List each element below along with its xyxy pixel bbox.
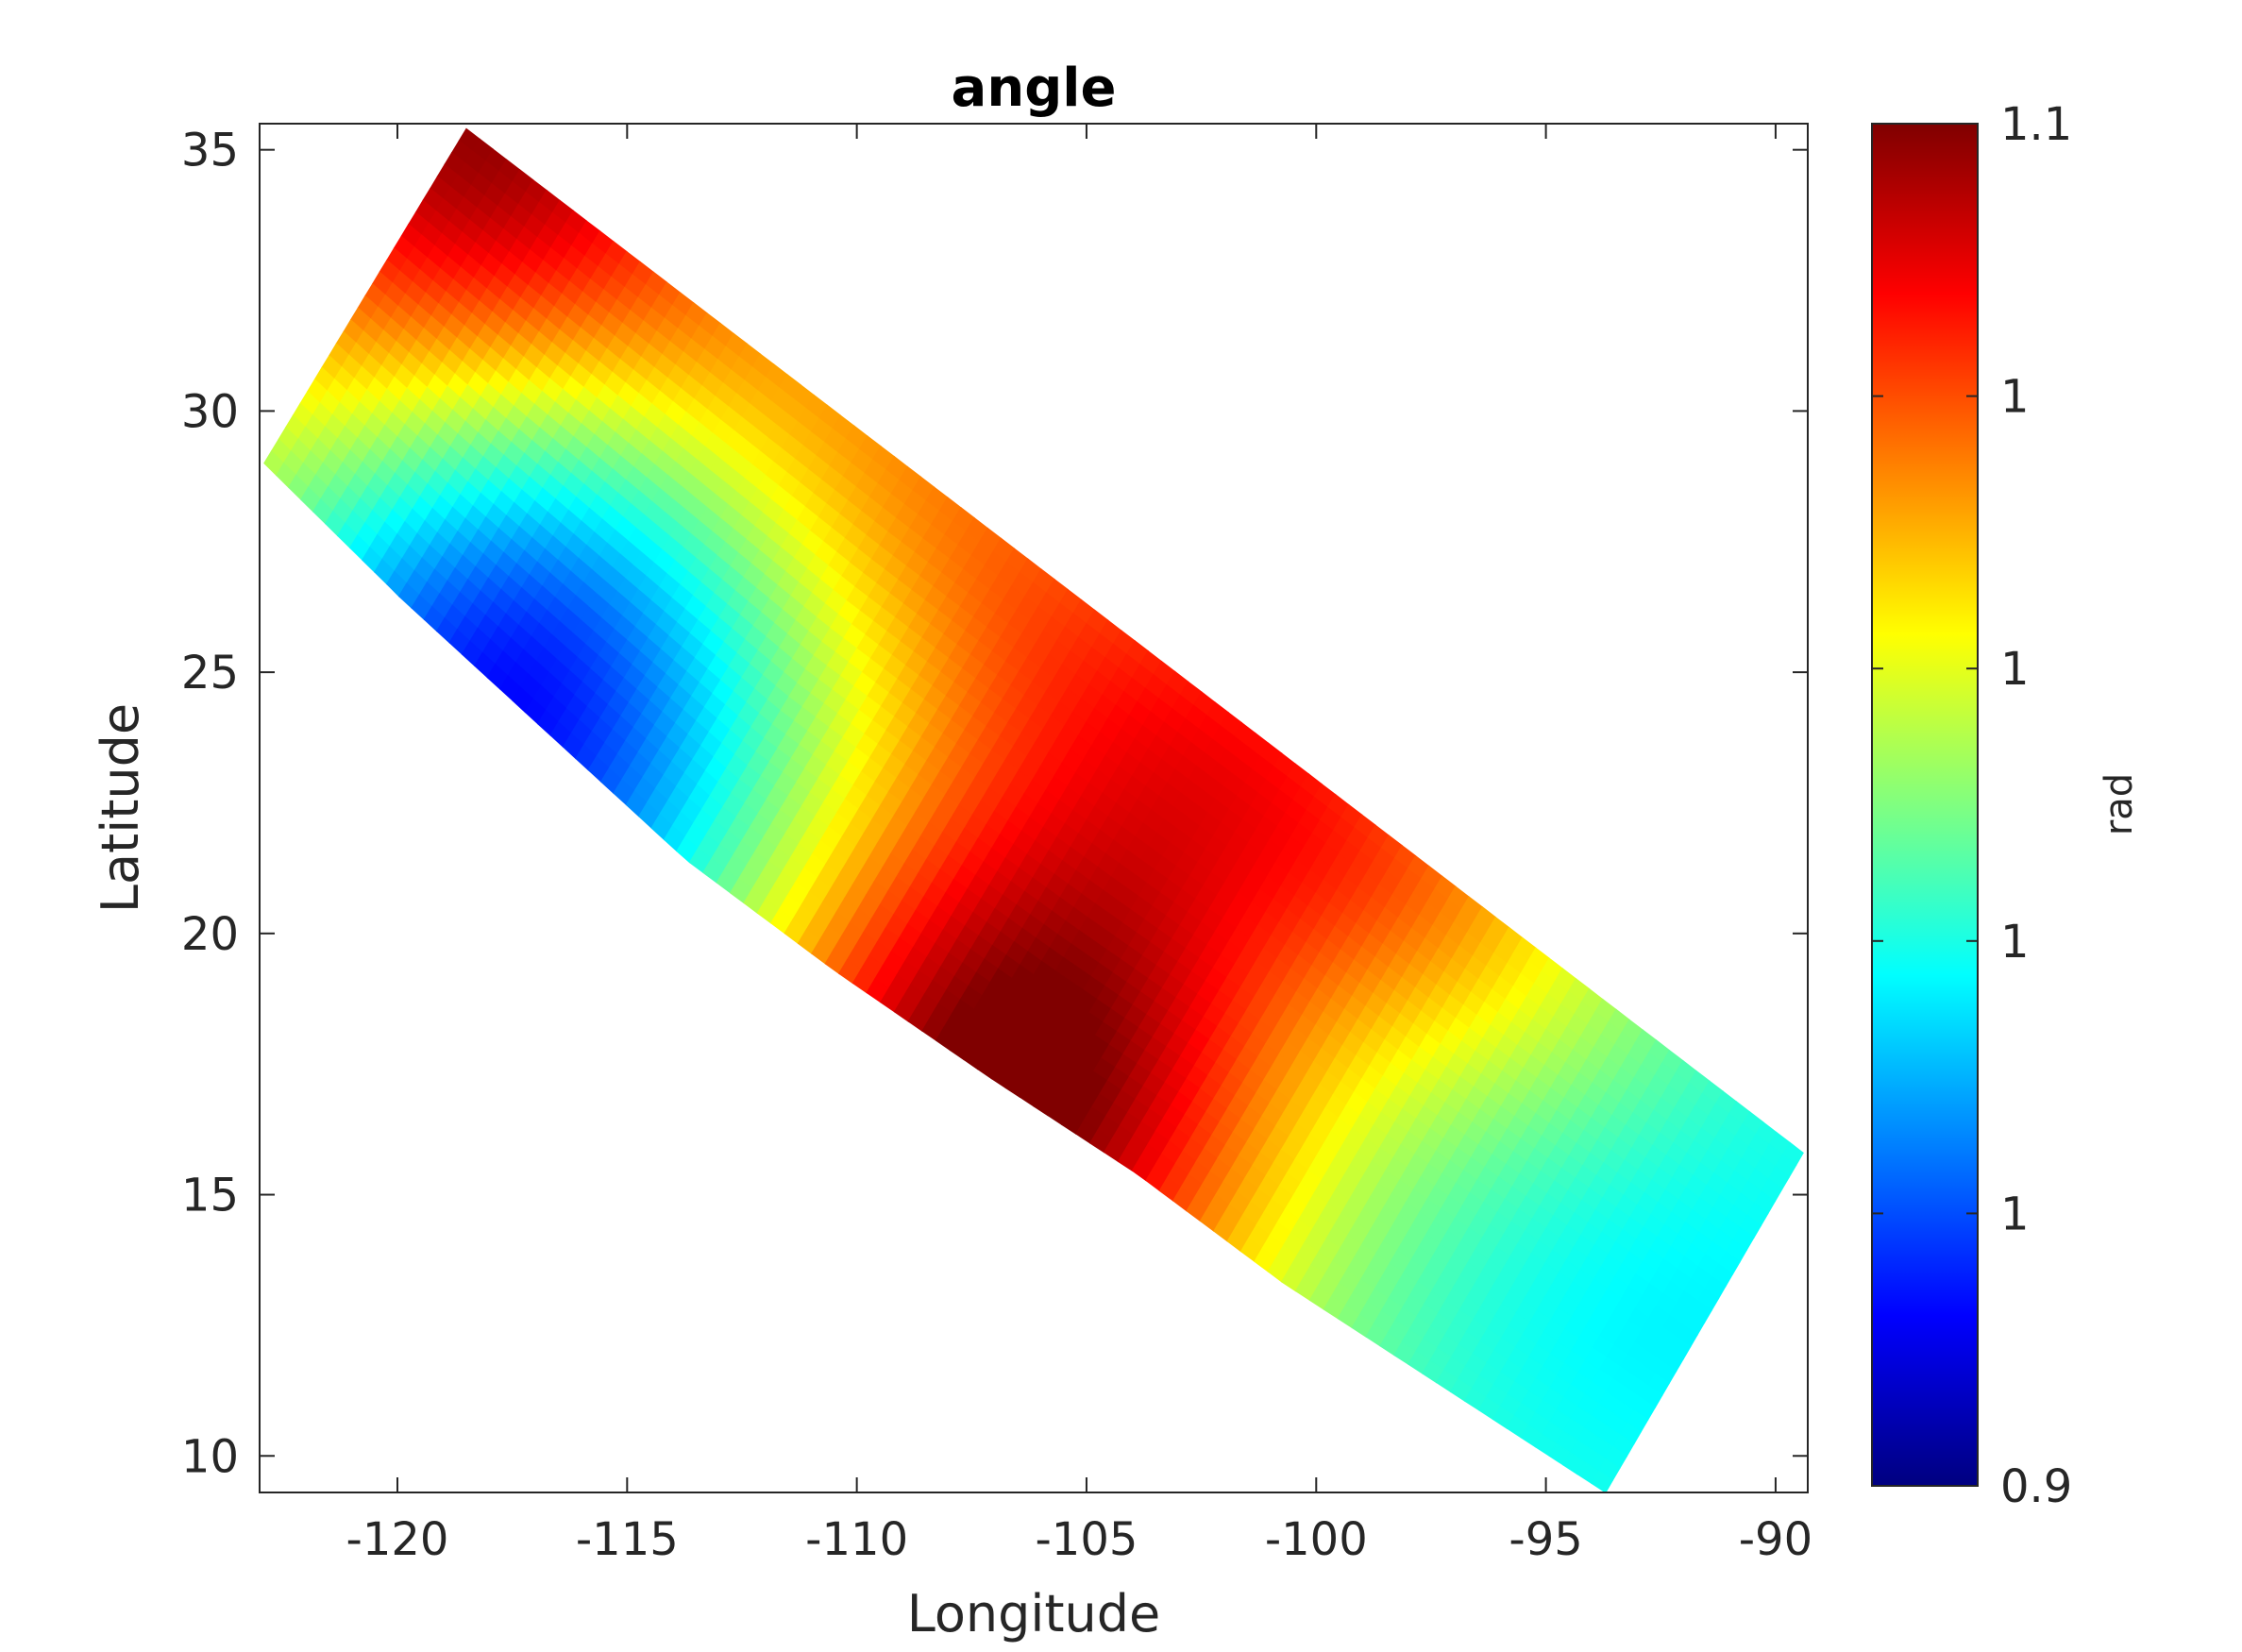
heatmap-layer: [263, 127, 1804, 1492]
colorbar-ticks: 0.9 1 1 1 1 1.1: [1872, 98, 2072, 1513]
x-tick-label: -105: [1035, 1513, 1138, 1566]
y-tick-label: 20: [181, 908, 239, 961]
colorbar-tick-label: 1: [2000, 643, 2030, 696]
colorbar-tick-label: 1: [2000, 1188, 2030, 1240]
x-axis-label: Longitude: [907, 1584, 1161, 1644]
colorbar-box: [1871, 123, 1979, 1487]
colorbar-tick-label: 1: [2000, 371, 2030, 424]
y-tick-label: 25: [181, 647, 239, 700]
x-tick-label: -90: [1739, 1513, 1812, 1566]
colorbar-gradient: [1872, 124, 1978, 1486]
colorbar: 0.9 1 1 1 1 1.1 rad: [1871, 98, 2141, 1513]
colorbar-tick-label: 0.9: [2000, 1460, 2072, 1513]
y-tick-label: 30: [181, 385, 239, 438]
colorbar-tick-label: 1: [2000, 916, 2030, 969]
x-tick-label: -110: [805, 1513, 908, 1566]
plot-area: -120 -115 -110 -105 -100 -95 -90 10 15 20 25 30 35: [181, 123, 1812, 1566]
chart-title: angle: [952, 58, 1117, 119]
x-tick-label: -100: [1265, 1513, 1368, 1566]
y-tick-label: 10: [181, 1430, 239, 1483]
x-tick-label: -95: [1509, 1513, 1582, 1566]
y-axis-ticks: 10 15 20 25 30 35: [181, 125, 1808, 1483]
x-tick-label: -120: [346, 1513, 449, 1566]
x-axis-ticks: -120 -115 -110 -105 -100 -95 -90: [346, 124, 1812, 1566]
heatmap-cell: [1591, 1470, 1614, 1492]
x-tick-label: -115: [576, 1513, 679, 1566]
colorbar-label: rad: [2098, 773, 2141, 835]
y-axis-label: Latitude: [91, 703, 150, 913]
y-tick-label: 35: [181, 125, 239, 177]
colorbar-tick-label: 1.1: [2000, 98, 2072, 151]
y-tick-label: 15: [181, 1170, 239, 1222]
axes-box: [259, 123, 1809, 1493]
